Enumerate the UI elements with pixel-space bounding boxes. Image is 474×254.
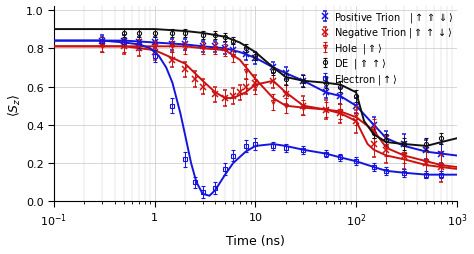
Legend: Positive Trion   $|\uparrow\Uparrow\Downarrow\rangle$, Negative Trion $|\Uparrow: Positive Trion $|\uparrow\Uparrow\Downar… xyxy=(318,10,454,87)
Y-axis label: $\langle S_z \rangle$: $\langle S_z \rangle$ xyxy=(7,93,23,116)
X-axis label: Time (ns): Time (ns) xyxy=(226,234,285,247)
